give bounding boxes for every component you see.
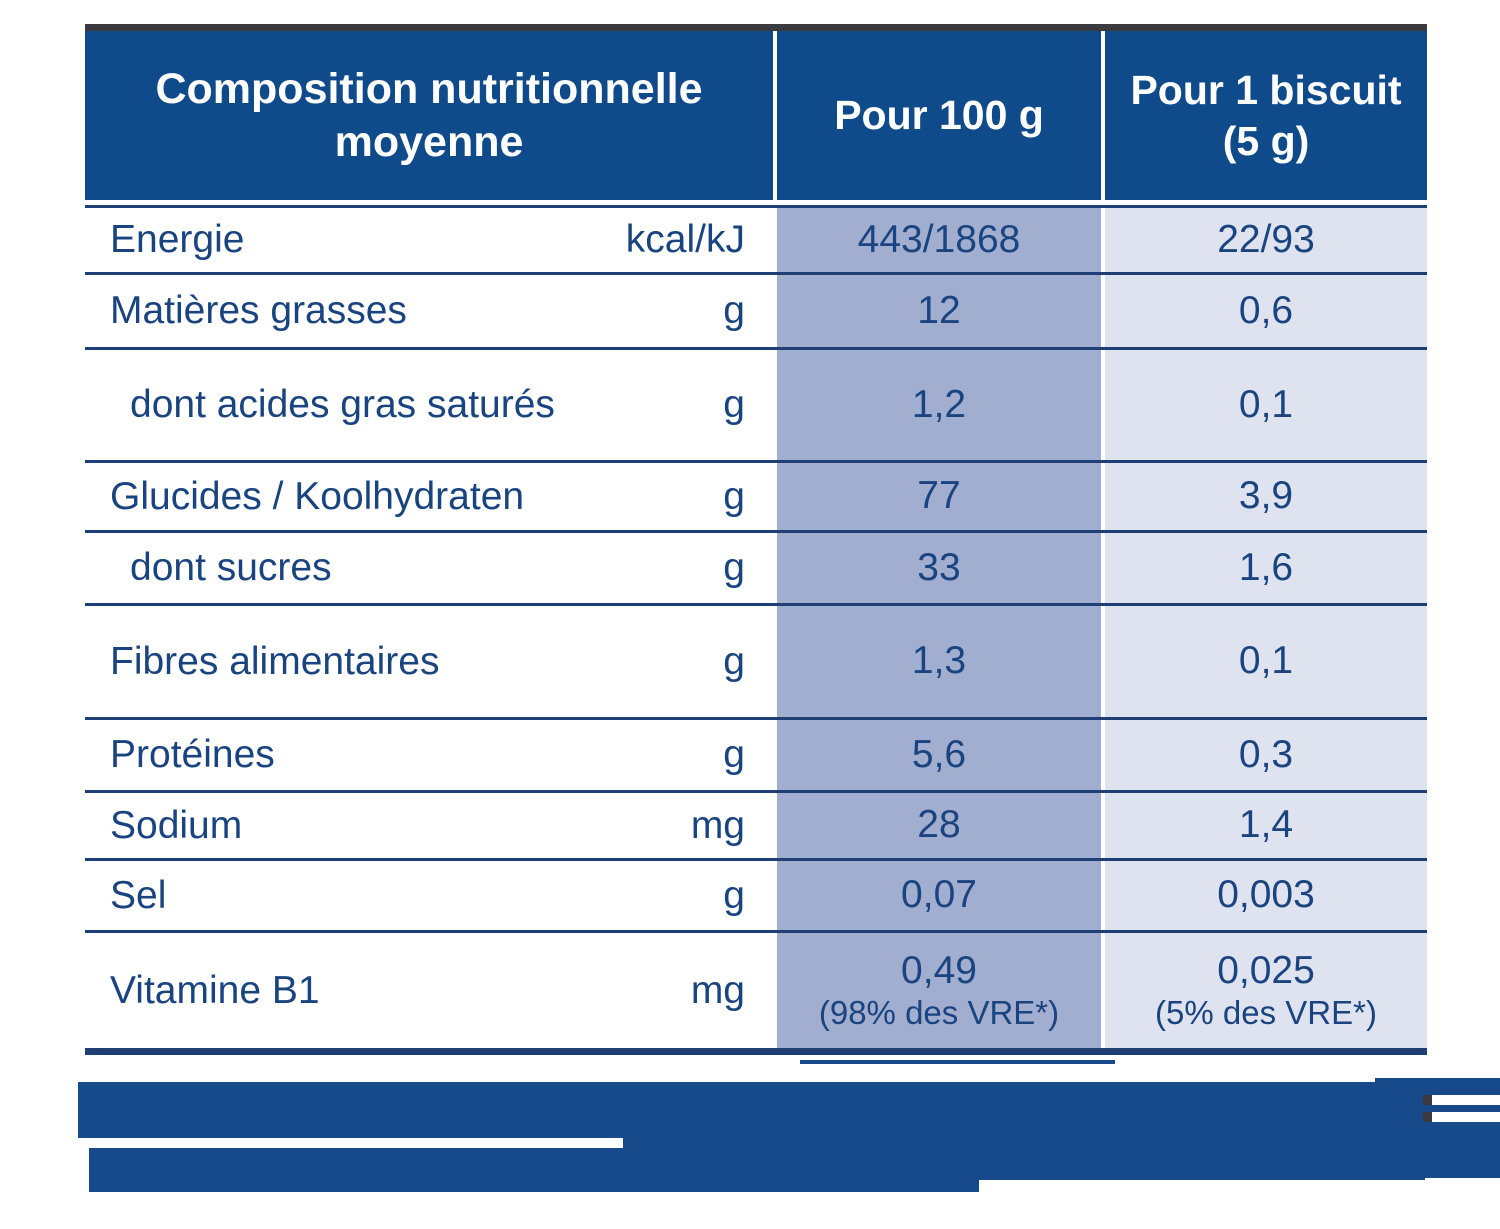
table-row: dont acides gras saturés g 1,2 0,1: [85, 347, 1427, 460]
table-row: Fibres alimentaires g 1,3 0,1: [85, 603, 1427, 717]
table-top-strip: [85, 24, 1427, 31]
value-per-biscuit: 3,9: [1105, 463, 1427, 530]
table-body: Energie kcal/kJ 443/1868 22/93 Matières …: [85, 200, 1427, 1048]
value-per-100g: 77: [777, 463, 1101, 530]
nutrient-unit: kcal/kJ: [625, 218, 745, 261]
nutrient-unit: g: [723, 873, 745, 917]
table-row: Glucides / Koolhydraten g 77 3,9: [85, 460, 1427, 530]
value-per-100g: 1,3: [777, 606, 1101, 717]
nutrient-unit: g: [723, 639, 745, 683]
nutrient-label: Protéines: [110, 733, 275, 776]
nutrient-unit: g: [723, 546, 745, 589]
value-per-biscuit: 0,3: [1105, 720, 1427, 790]
table-row: Matières grasses g 12 0,6: [85, 272, 1427, 347]
nutrient-label: Matières grasses: [110, 289, 407, 332]
nutrient-unit: g: [723, 474, 745, 518]
header-per-100g: Pour 100 g: [834, 92, 1044, 139]
table-bottom-border: [85, 1048, 1427, 1055]
table-row: Vitamine B1 mg 0,49 (98% des VRE*) 0,025…: [85, 930, 1427, 1048]
value-per-biscuit: 22/93: [1105, 208, 1427, 272]
nutrient-unit: g: [723, 289, 745, 332]
table-row: Sel g 0,07 0,003: [85, 858, 1427, 930]
footnote-redacted-text: [78, 1082, 1425, 1138]
value-per-100g: 0,49 (98% des VRE*): [777, 933, 1101, 1048]
value-per-biscuit: 0,025 (5% des VRE*): [1105, 933, 1427, 1048]
header-per-biscuit-line2: (5 g): [1222, 117, 1310, 164]
footnote-stripe: [1432, 1112, 1500, 1122]
value-per-100g-amount: 0,49: [901, 949, 977, 993]
nutrient-label: dont sucres: [130, 546, 332, 589]
header-per-biscuit-line1: Pour 1 biscuit: [1130, 67, 1402, 114]
table-row: Energie kcal/kJ 443/1868 22/93: [85, 205, 1427, 272]
value-per-100g: 1,2: [777, 350, 1101, 460]
footnote-redacted-text: [1375, 1078, 1500, 1178]
header-separator: [773, 31, 777, 200]
table-header-row: Composition nutritionnelle moyenne Pour …: [85, 31, 1427, 200]
header-separator: [1101, 31, 1105, 200]
footnote-stripe-tip: [1423, 1112, 1432, 1122]
value-per-biscuit: 1,6: [1105, 533, 1427, 603]
nutrient-label: Glucides / Koolhydraten: [110, 474, 525, 518]
value-per-100g: 5,6: [777, 720, 1101, 790]
value-per-biscuit: 0,6: [1105, 275, 1427, 347]
value-per-biscuit: 0,1: [1105, 350, 1427, 460]
header-per-biscuit: Pour 1 biscuit (5 g): [1105, 31, 1427, 200]
footnote-redacted-text: [89, 1148, 979, 1192]
nutrient-label: Fibres alimentaires: [110, 639, 440, 683]
table-row: dont sucres g 33 1,6: [85, 530, 1427, 603]
nutrient-label: Sodium: [110, 803, 243, 847]
nutrient-label: Sel: [110, 873, 167, 917]
value-per-100g: 33: [777, 533, 1101, 603]
value-per-biscuit: 0,003: [1105, 861, 1427, 930]
value-per-100g: 0,07: [777, 861, 1101, 930]
value-per-100g: 28: [777, 793, 1101, 858]
footnote-stripe: [1432, 1095, 1500, 1105]
nutrition-table: Composition nutritionnelle moyenne Pour …: [85, 24, 1427, 1055]
nutrient-label: dont acides gras saturés: [130, 383, 555, 426]
value-per-100g-note: (98% des VRE*): [818, 993, 1060, 1031]
value-per-biscuit: 1,4: [1105, 793, 1427, 858]
nutrient-unit: g: [723, 383, 745, 426]
value-per-100g: 443/1868: [777, 208, 1101, 272]
table-row: Protéines g 5,6 0,3: [85, 717, 1427, 790]
header-composition: Composition nutritionnelle moyenne: [155, 65, 703, 166]
nutrient-label: Vitamine B1: [110, 968, 320, 1012]
value-per-100g: 12: [777, 275, 1101, 347]
nutrient-unit: mg: [690, 803, 745, 847]
footnote-stripe-tip: [1423, 1095, 1432, 1105]
value-per-biscuit: 0,1: [1105, 606, 1427, 717]
nutrient-label: Energie: [110, 218, 245, 261]
nutrient-unit: g: [723, 733, 745, 776]
table-row: Sodium mg 28 1,4: [85, 790, 1427, 858]
footnote-redacted-text: [800, 1060, 1115, 1064]
value-per-biscuit-note: (5% des VRE*): [1155, 993, 1377, 1031]
value-per-biscuit-amount: 0,025: [1217, 949, 1315, 993]
nutrient-unit: mg: [690, 968, 745, 1012]
